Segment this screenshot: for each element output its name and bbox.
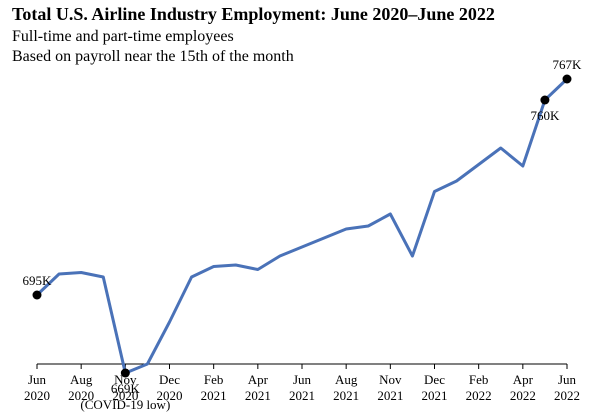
x-tick-label-year: 2021 bbox=[201, 388, 227, 403]
x-tick-label-month: Nov bbox=[379, 372, 402, 387]
x-tick-label-month: Jun bbox=[28, 372, 47, 387]
x-tick-label-month: Nov bbox=[114, 372, 137, 387]
x-tick-label-year: 2022 bbox=[554, 388, 580, 403]
chart-title: Total U.S. Airline Industry Employment: … bbox=[12, 4, 495, 24]
x-tick-label-month: Feb bbox=[469, 372, 489, 387]
chart-subtitle-payroll: Based on payroll near the 15th of the mo… bbox=[12, 48, 294, 65]
data-label: 669K bbox=[111, 381, 141, 396]
x-tick-label-year: 2021 bbox=[422, 388, 448, 403]
x-tick-label-year: 2021 bbox=[377, 388, 403, 403]
data-label: 695K bbox=[23, 273, 53, 288]
x-tick-label-month: Dec bbox=[159, 372, 180, 387]
data-point-marker bbox=[32, 290, 42, 300]
x-tick-label-year: 2022 bbox=[466, 388, 492, 403]
data-point-marker bbox=[540, 95, 550, 105]
chart-subtitle-employees: Full-time and part-time employees bbox=[12, 28, 234, 45]
x-tick-label-year: 2020 bbox=[112, 388, 138, 403]
x-tick-label-month: Dec bbox=[424, 372, 445, 387]
x-tick-label-year: 2020 bbox=[24, 388, 50, 403]
x-tick-label-year: 2020 bbox=[68, 388, 94, 403]
x-tick-label-month: Aug bbox=[70, 372, 93, 387]
x-tick-label-year: 2021 bbox=[245, 388, 271, 403]
data-point-marker bbox=[562, 74, 572, 84]
x-tick-label-month: Apr bbox=[513, 372, 534, 387]
x-tick-label-month: Apr bbox=[248, 372, 269, 387]
x-tick-label-year: 2021 bbox=[333, 388, 359, 403]
x-tick-label-year: 2021 bbox=[289, 388, 315, 403]
x-tick-label-month: Aug bbox=[335, 372, 358, 387]
data-label-note: (COVID-19 low) bbox=[80, 397, 170, 412]
data-label: 767K bbox=[553, 57, 583, 72]
data-point-marker bbox=[120, 368, 130, 378]
data-label: 760K bbox=[530, 108, 560, 123]
x-tick-label-month: Jun bbox=[558, 372, 577, 387]
x-tick-label-year: 2020 bbox=[157, 388, 183, 403]
series-line-employment bbox=[35, 77, 569, 375]
x-tick-label-month: Jun bbox=[293, 372, 312, 387]
x-tick-label-year: 2022 bbox=[510, 388, 536, 403]
x-tick-label-month: Feb bbox=[204, 372, 224, 387]
